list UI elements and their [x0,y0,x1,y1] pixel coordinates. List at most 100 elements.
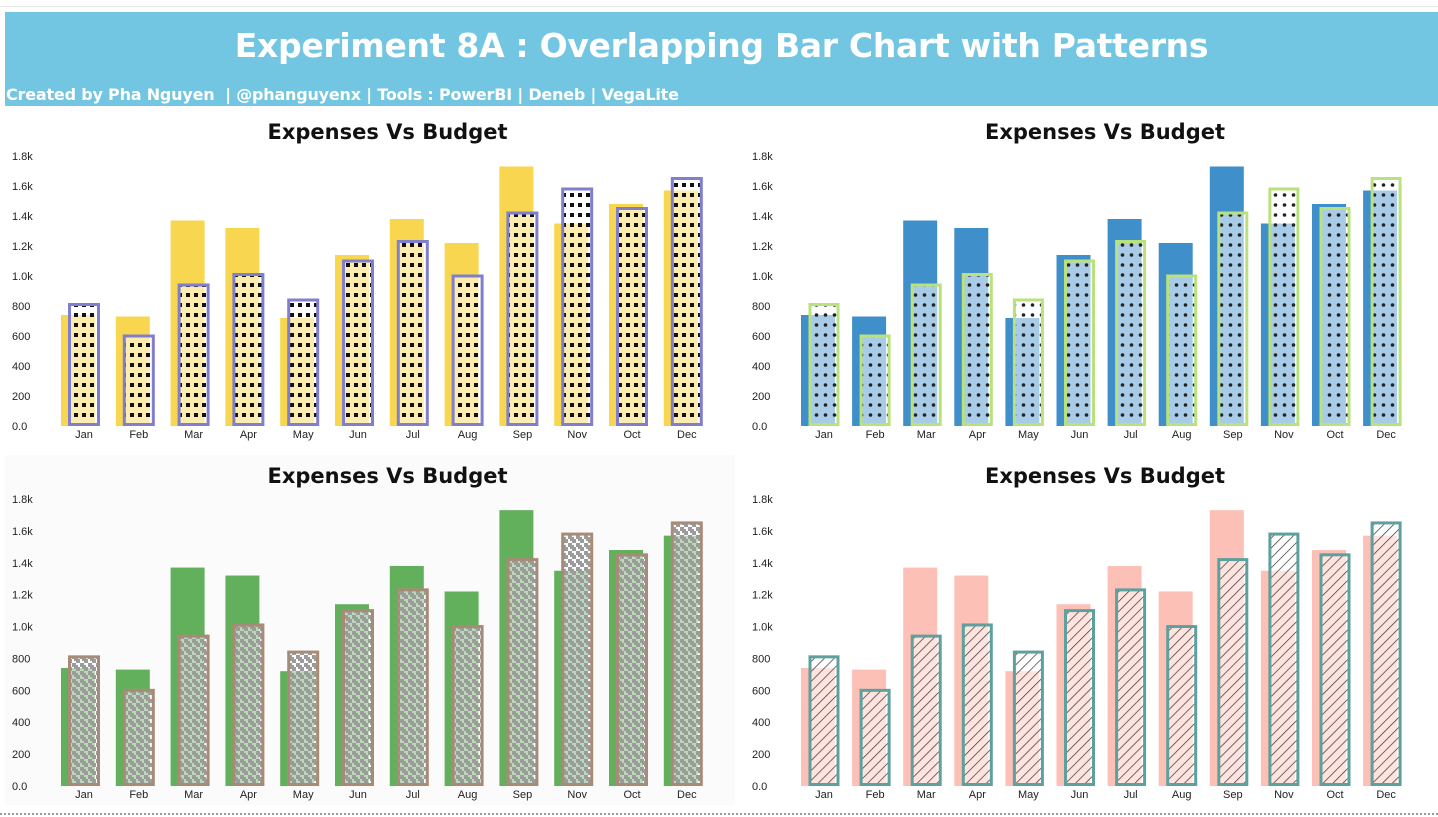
chart-3-svg: 0.0 200 400 600 800 1.0k 1.2k 1.4k 1.6k 1.8k Jan Fe… [12,494,703,801]
budget-bar [670,521,703,787]
budget-bar [232,623,265,786]
budget-bar [1268,187,1300,426]
budget-bar [1370,177,1402,426]
x-tick-label: Sep [1223,789,1243,801]
x-tick-label: Jan [815,429,833,441]
y-tick-label: 400 [752,717,770,729]
y-tick-label: 0.0 [752,781,767,793]
x-tick-label: Nov [567,789,587,801]
y-tick-label: 1.8k [12,494,33,506]
y-tick-label: 0.0 [752,421,767,433]
budget-bar [859,334,891,426]
y-tick-label: 200 [12,391,30,403]
budget-bar [1012,298,1044,426]
budget-bar [122,334,155,426]
y-tick-label: 1.8k [752,494,773,506]
x-tick-label: Dec [1376,429,1396,441]
y-tick-label: 0.0 [12,421,27,433]
budget-bar [808,303,840,426]
budget-bar [1217,211,1249,426]
y-tick-label: 1.4k [12,558,33,570]
x-tick-label: Feb [866,789,885,801]
budget-bar [808,655,840,787]
chart-2-svg: 0.0 200 400 600 800 1.0k 1.2k 1.4k 1.6k 1.8k Jan Fe… [752,151,1402,441]
y-tick-label: 400 [12,717,30,729]
budget-bar [859,688,891,786]
budget-bar [396,588,429,786]
x-tick-label: Oct [1326,789,1343,801]
budget-bar [1012,650,1044,786]
page-subtitle: Created by Pha Nguyen | @phanguyenx | To… [6,85,679,104]
budget-bar [910,283,942,426]
x-tick-label: Dec [677,789,697,801]
budget-bar [396,240,429,426]
y-tick-label: 1.2k [12,241,33,253]
x-tick-label: May [293,429,314,441]
budget-bar [561,532,594,786]
y-tick-label: 1.6k [752,181,773,193]
top-divider [0,6,1438,7]
x-tick-label: Mar [917,429,936,441]
x-tick-label: Apr [240,789,257,801]
budget-bar [451,625,484,786]
x-tick-label: Jun [349,429,367,441]
x-tick-label: Feb [129,429,148,441]
chart-panel-4: Expenses Vs Budget 0.0 200 400 600 800 1.0k 1.… [740,455,1438,805]
budget-bar [1268,532,1300,786]
x-tick-label: Feb [866,429,885,441]
budget-bar [1319,553,1351,786]
budget-bar [287,650,320,786]
y-tick-label: 1.6k [12,181,33,193]
y-tick-label: 200 [752,391,770,403]
y-tick-label: 200 [752,749,770,761]
x-tick-label: Jul [1124,789,1138,801]
chart-panel-1: Expenses Vs Budget 0.0 200 400 600 800 1.0k 1.… [0,110,735,445]
x-tick-label: May [293,789,314,801]
x-tick-label: Aug [1172,429,1192,441]
y-tick-label: 1.4k [12,211,33,223]
budget-bar [506,558,539,787]
x-tick-label: May [1018,789,1039,801]
x-tick-label: Jan [75,429,93,441]
x-tick-label: Aug [458,429,478,441]
y-tick-label: 1.4k [752,211,773,223]
y-tick-label: 1.8k [752,151,773,163]
y-tick-label: 600 [12,685,30,697]
chart-title: Expenses Vs Budget [267,464,508,488]
y-tick-label: 1.0k [12,622,33,634]
budget-bar [1319,207,1351,426]
x-tick-label: Jun [1071,789,1089,801]
x-tick-label: Jul [406,429,420,441]
y-tick-label: 1.2k [752,241,773,253]
budget-bar [122,688,155,786]
budget-bar [177,283,210,426]
x-tick-label: Jul [406,789,420,801]
x-tick-label: Sep [1223,429,1243,441]
x-tick-label: Jun [349,789,367,801]
y-tick-label: 800 [752,653,770,665]
budget-bar [1166,625,1198,786]
y-tick-label: 200 [12,749,30,761]
budget-bar [1115,588,1147,786]
chart-title: Expenses Vs Budget [984,120,1226,144]
y-tick-label: 1.2k [752,590,773,602]
budget-bar [910,634,942,786]
budget-bar [451,274,484,426]
x-tick-label: Feb [129,789,148,801]
budget-bar [68,655,100,787]
x-tick-label: Jan [815,789,833,801]
budget-bar [342,259,374,426]
x-tick-label: Sep [513,789,533,801]
x-tick-label: Mar [184,789,203,801]
y-tick-label: 1.6k [752,526,773,538]
x-tick-label: Oct [623,789,640,801]
y-tick-label: 800 [12,653,30,665]
y-tick-label: 800 [752,301,770,313]
y-tick-label: 600 [752,685,770,697]
y-tick-label: 1.6k [12,526,33,538]
page-title: Experiment 8A : Overlapping Bar Chart wi… [234,26,1209,65]
x-tick-label: Apr [969,429,986,441]
budget-bar [561,187,594,426]
budget-bar [232,273,265,426]
x-tick-label: May [1018,429,1039,441]
